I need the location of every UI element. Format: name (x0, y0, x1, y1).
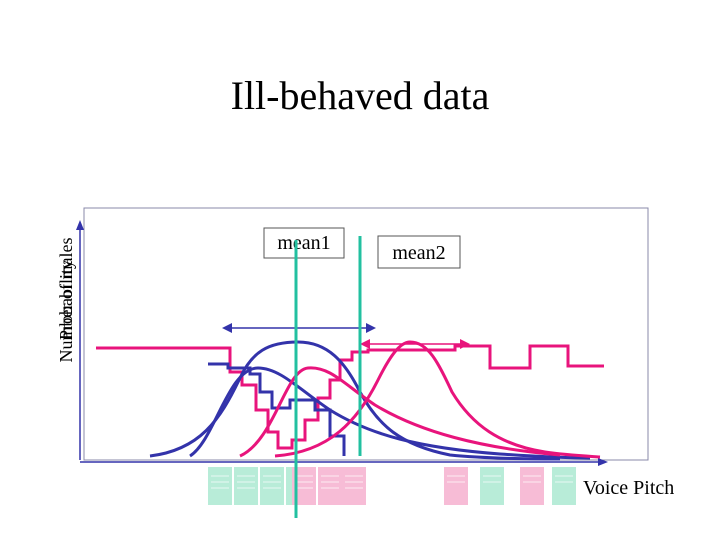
stamp (444, 467, 468, 505)
pitch-histogram (96, 344, 604, 450)
plot-frame (83, 207, 649, 461)
x-axis-arrow-icon (598, 458, 608, 466)
y-axis-arrow-icon (76, 220, 84, 230)
mean1-label: mean1 (277, 232, 330, 254)
arrow-right-icon (366, 323, 376, 333)
count-histogram (208, 362, 346, 456)
y-axis-label-probability: Probability (56, 260, 76, 340)
stamp (342, 467, 366, 505)
stamp (552, 467, 576, 505)
stamp (208, 467, 232, 505)
arrow-right-icon (460, 339, 470, 349)
stamp (318, 467, 342, 505)
blue-curve-large (149, 340, 561, 461)
arrow-left-icon (222, 323, 232, 333)
stamp-row (208, 467, 576, 505)
stamp (234, 467, 258, 505)
stamp (480, 467, 504, 505)
mean2-box (377, 235, 461, 269)
stamp (520, 467, 544, 505)
mean1-box (263, 227, 345, 259)
slide-title: Ill-behaved data (230, 73, 490, 118)
mean2-label: mean2 (392, 242, 445, 264)
y-axis-label-males: Number of males (56, 238, 76, 363)
blue-curve-skewed (189, 366, 591, 460)
x-axis-label: Voice Pitch (583, 477, 674, 499)
arrow-left-icon (360, 339, 370, 349)
stamp (286, 467, 292, 505)
stamp (260, 467, 284, 505)
pink-curve-small (239, 366, 561, 458)
